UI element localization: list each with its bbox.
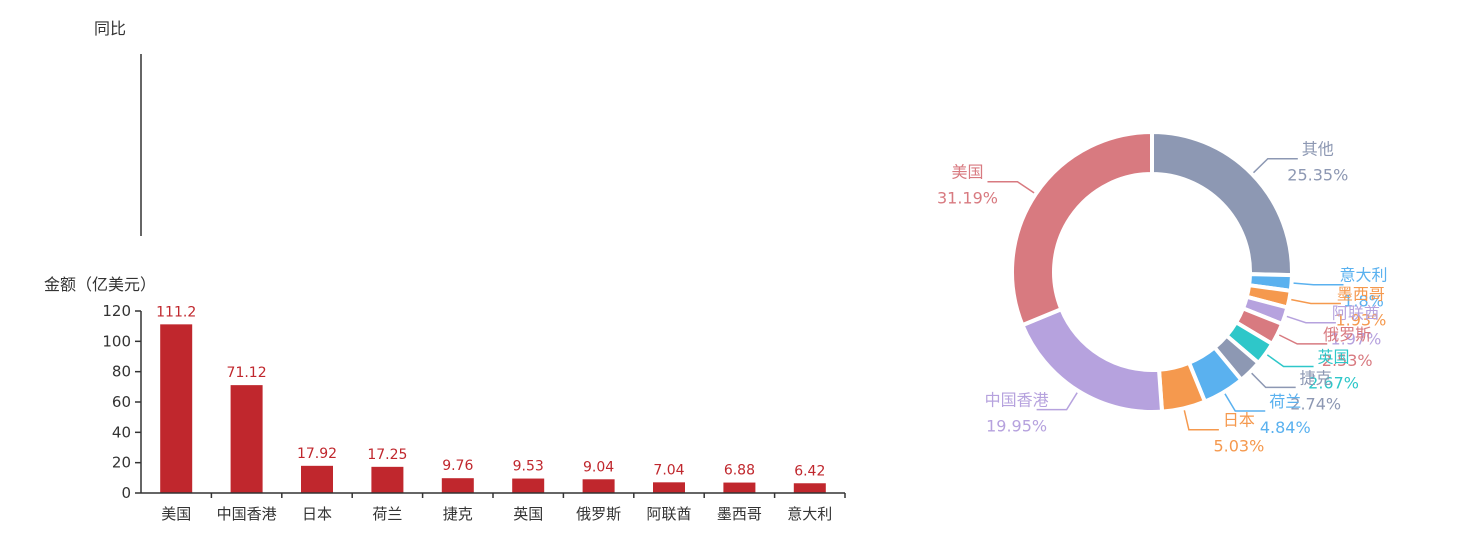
donut-leader-line — [1266, 354, 1314, 368]
x-tick-label: 俄罗斯 — [576, 505, 621, 523]
bar-value-label: 111.2 — [156, 304, 196, 320]
bar — [582, 479, 615, 493]
donut-slice-percent: 19.95% — [986, 417, 1047, 436]
bar — [653, 482, 685, 493]
donut-slice-name: 荷兰 — [1269, 392, 1301, 411]
bar-value-label: 17.92 — [297, 446, 337, 462]
bar — [371, 466, 404, 493]
x-tick-label: 荷兰 — [372, 505, 402, 523]
donut-slice-percent: 2.53% — [1322, 351, 1373, 370]
donut-slice-name: 阿联酋 — [1332, 304, 1380, 323]
bar — [301, 465, 333, 493]
bar-value-label: 71.12 — [227, 365, 267, 381]
y-tick-label: 20 — [112, 454, 131, 472]
y-tick-label: 60 — [112, 393, 131, 411]
donut-slice-name: 中国香港 — [985, 391, 1049, 410]
y-tick-label: 100 — [102, 332, 131, 350]
x-tick-label: 捷克 — [443, 505, 473, 523]
x-tick-label: 墨西哥 — [717, 505, 762, 523]
donut-leader-line — [1286, 315, 1336, 324]
donut-leader-line — [1036, 392, 1078, 411]
donut-leader-line — [1183, 410, 1219, 431]
donut-leader-line — [1224, 393, 1266, 412]
yoy-chart: 同比 — [94, 19, 142, 236]
donut-slice-percent: 25.35% — [1287, 166, 1348, 185]
x-tick-label: 英国 — [513, 505, 543, 523]
bar — [723, 482, 756, 493]
donut-slice — [1010, 129, 1154, 328]
bar-series: 111.2 71.12 17.92 17.25 9.76 9.53 9.04 7.04 6.88… — [156, 304, 826, 493]
y-tick-label: 40 — [112, 423, 131, 441]
donut-slice-name: 墨西哥 — [1337, 285, 1385, 304]
donut-slice-percent: 1.93% — [1335, 311, 1386, 330]
y-tick-label: 80 — [112, 363, 131, 381]
donut-leader-line — [1278, 334, 1328, 345]
donut-slice-percent: 2.74% — [1290, 394, 1341, 413]
donut-leader-line — [1252, 157, 1298, 174]
donut-slices — [1010, 129, 1295, 414]
donut-leader-line — [1291, 298, 1341, 305]
donut-slice-name: 日本 — [1223, 411, 1255, 430]
donut-slice-percent: 1.97% — [1330, 330, 1381, 349]
bar — [512, 478, 545, 493]
bar-value-label: 6.88 — [724, 463, 755, 479]
donut-slice-percent: 4.84% — [1260, 418, 1311, 437]
bar-value-label: 17.25 — [367, 447, 407, 463]
donut-leader-line — [1251, 372, 1296, 389]
bar-value-label: 9.76 — [442, 458, 473, 474]
x-tick-label: 美国 — [161, 505, 191, 523]
bar — [441, 478, 474, 493]
bar-y-axis-label: 金额（亿美元） — [44, 275, 156, 294]
donut-slice-name: 意大利 — [1339, 266, 1387, 285]
donut-slice-name: 俄罗斯 — [1323, 325, 1371, 344]
x-tick-label: 阿联酋 — [646, 505, 691, 523]
donut-leader-line — [987, 180, 1035, 194]
donut-slice-name: 捷克 — [1300, 368, 1332, 387]
x-tick-label: 中国香港 — [217, 505, 277, 523]
donut-slice-percent: 2.67% — [1308, 374, 1359, 393]
bar — [160, 324, 193, 493]
bar-value-label: 9.04 — [583, 459, 614, 475]
donut-leader-line — [1293, 282, 1344, 286]
y-tick-label: 120 — [102, 302, 131, 320]
donut-slice-name: 英国 — [1318, 348, 1350, 367]
donut-slice — [1150, 129, 1294, 278]
donut-slice-percent: 1.8% — [1343, 292, 1384, 311]
bar-value-label: 6.42 — [794, 463, 825, 479]
yoy-y-axis-label: 同比 — [94, 19, 126, 38]
x-tick-label: 日本 — [302, 505, 332, 523]
donut-labels: 其他 25.35% 意大利 1.8%墨西哥 1.93%阿联酋 1.97%俄罗斯 2.53%英… — [937, 140, 1388, 456]
bar-value-label: 9.53 — [513, 459, 544, 475]
share-donut-chart: 其他 25.35% 意大利 1.8%墨西哥 1.93%阿联酋 1.97%俄罗斯 2.53%英… — [937, 129, 1388, 456]
y-tick-label: 0 — [121, 484, 131, 502]
bar — [230, 385, 263, 493]
donut-slice-name: 美国 — [951, 163, 983, 182]
donut-slice-percent: 31.19% — [937, 189, 998, 208]
bar-x-ticks: 美国 中国香港 日本 荷兰 捷克 英国 俄罗斯 阿联酋 墨西哥 意大利 — [161, 493, 846, 523]
donut-slice-name: 其他 — [1302, 140, 1334, 159]
bar — [793, 483, 826, 493]
donut-slice-percent: 5.03% — [1213, 437, 1264, 456]
bar-y-ticks: 0 20 40 60 80 100 120 — [102, 302, 141, 502]
x-tick-label: 意大利 — [787, 505, 832, 523]
bar-value-label: 7.04 — [653, 462, 684, 478]
